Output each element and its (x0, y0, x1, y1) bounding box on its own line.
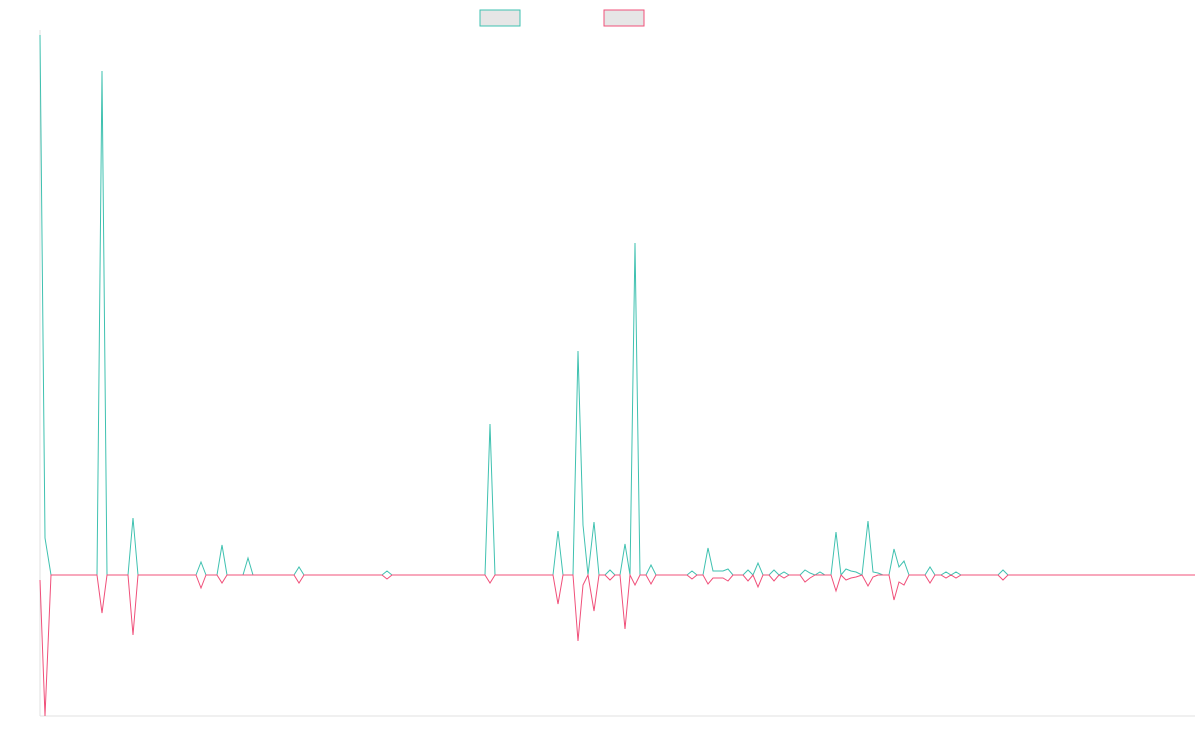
series-line (39, 34, 1195, 577)
legend-swatch[interactable] (603, 9, 645, 27)
series-line (39, 573, 1195, 717)
legend-swatch[interactable] (479, 9, 521, 27)
